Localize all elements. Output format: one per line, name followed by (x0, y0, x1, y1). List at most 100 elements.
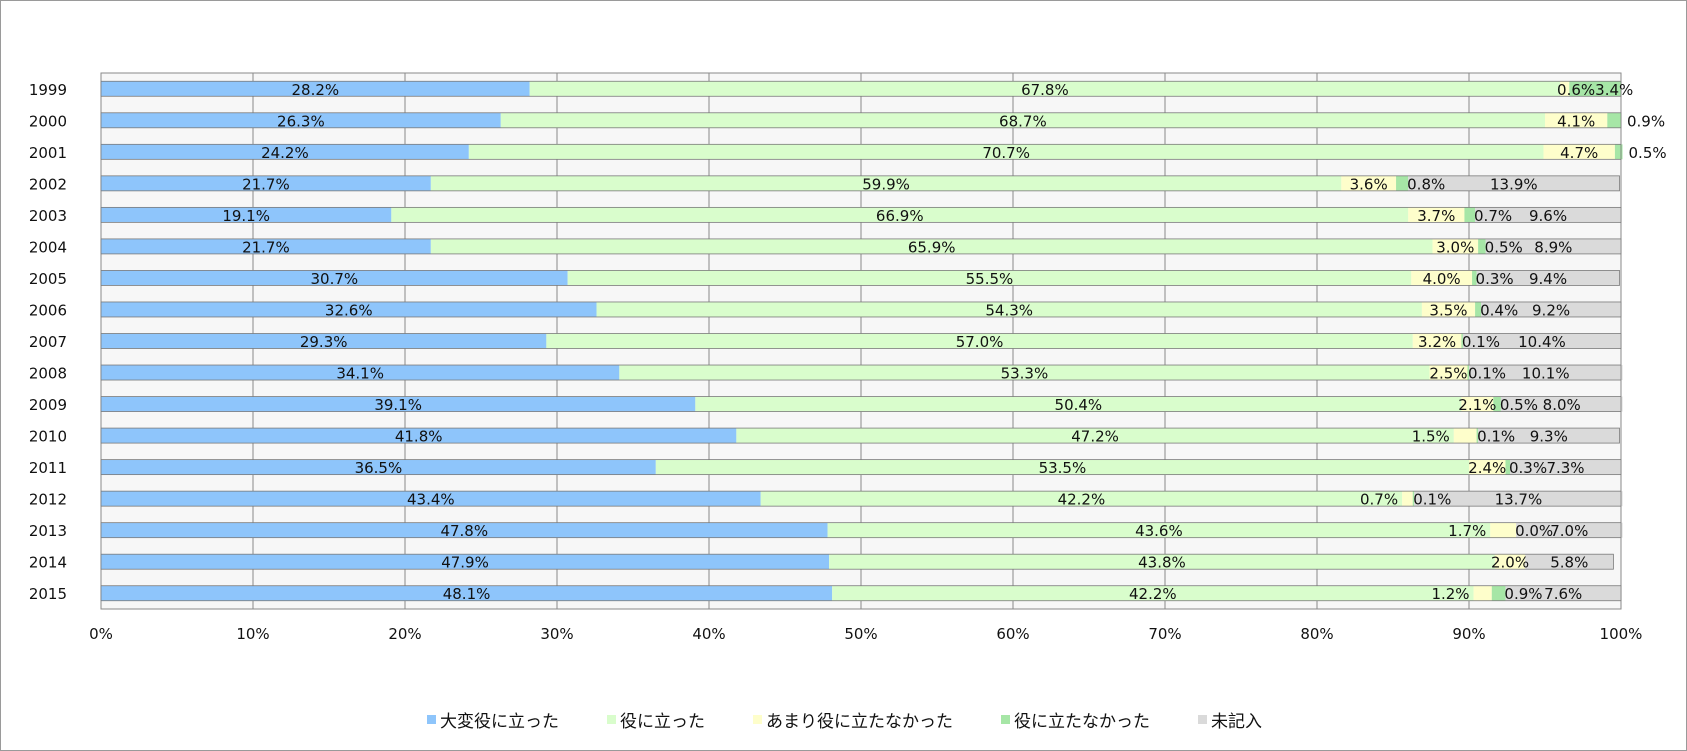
y-tick-label: 2003 (29, 207, 67, 225)
data-label: 30.7% (310, 270, 358, 288)
legend-item: 役に立たなかった (1001, 707, 1150, 732)
y-tick-label: 2001 (29, 144, 67, 162)
bar-segment (101, 112, 501, 128)
bars (100, 80, 1623, 602)
data-label: 53.5% (1039, 459, 1087, 477)
data-label: 70.7% (982, 144, 1030, 162)
bar-segment (827, 522, 1491, 538)
y-tick-label: 2015 (29, 585, 67, 603)
y-tick-label: 2011 (29, 459, 67, 477)
bar-segment (1464, 207, 1476, 223)
legend-label: 未記入 (1211, 711, 1262, 732)
y-tick-label: 2013 (29, 522, 67, 540)
bar-segment (1473, 585, 1492, 601)
data-label: 7.6% (1544, 585, 1582, 603)
data-label: 48.1% (443, 585, 491, 603)
data-label: 13.9% (1490, 175, 1538, 193)
legend-swatch (427, 714, 436, 724)
data-label: 54.3% (985, 301, 1033, 319)
data-label: 47.9% (441, 554, 489, 572)
y-tick-label: 2000 (29, 112, 67, 130)
bar-segment (500, 112, 1545, 128)
data-label: 0.4% (1480, 301, 1518, 319)
data-label: 21.7% (242, 175, 290, 193)
bar-segment (101, 301, 597, 317)
bar-segment (1462, 333, 1621, 349)
data-label: 8.9% (1534, 238, 1572, 256)
x-tick-label: 20% (388, 625, 421, 643)
bar-segment (1432, 238, 1479, 254)
y-tick-label: 2005 (29, 270, 67, 288)
legend-label: あまり役に立たなかった (766, 711, 953, 732)
data-labels: 28.2% 67.8% 0.6%3.4% 26.3% 68.7% 4.1% 0.9% 24.2… (222, 81, 1666, 603)
data-label: 43.8% (1138, 554, 1186, 572)
bar-segment (1490, 522, 1517, 538)
y-tick-label: 1999 (29, 81, 67, 99)
data-label: 10.4% (1518, 333, 1566, 351)
data-label: 0.1% (1413, 491, 1451, 509)
bar-segment (1478, 238, 1486, 254)
data-label: 0.9% (1627, 112, 1665, 130)
bar-segment (101, 459, 656, 475)
data-label: 32.6% (325, 301, 373, 319)
data-label: 55.5% (966, 270, 1014, 288)
bar-outline (100, 459, 1622, 476)
legend-swatch (1001, 714, 1010, 724)
x-tick-label: 80% (1300, 625, 1333, 643)
bar-outline (100, 553, 1614, 570)
data-label: 1.5% (1412, 428, 1450, 446)
stacked-bar-chart: 1999 2000 2001 2002 2003 2004 2005 2006 2007 2008… (29, 72, 1667, 643)
data-label: 65.9% (908, 238, 956, 256)
y-tick-label: 2004 (29, 238, 67, 256)
data-label: 39.1% (374, 396, 422, 414)
data-label: 0.8% (1407, 175, 1445, 193)
data-label: 42.2% (1129, 585, 1177, 603)
legend-item: 大変役に立った (427, 707, 559, 732)
data-label: 3.7% (1417, 207, 1455, 225)
data-label: 0.1% (1462, 333, 1500, 351)
bar-segment (1408, 207, 1465, 223)
bar-segment (1461, 333, 1463, 349)
bar-segment (430, 238, 1433, 254)
data-label: 3.6% (1350, 175, 1388, 193)
bar-segment (829, 554, 1495, 570)
y-tick-label: 2006 (29, 301, 67, 319)
data-label: 36.5% (355, 459, 403, 477)
data-label: 4.7% (1560, 144, 1598, 162)
bar-segment (1341, 175, 1397, 191)
bar-segment (101, 491, 761, 507)
bar-segment (596, 301, 1422, 317)
bar-segment (101, 175, 431, 191)
data-label: 57.0% (956, 333, 1004, 351)
data-label: 3.5% (1429, 301, 1467, 319)
bar-segment (1491, 585, 1506, 601)
data-label: 9.6% (1529, 207, 1567, 225)
x-axis-labels: 0% 10% 20% 30% 40% 50% 60% 70% 80% 90% 100% (89, 625, 1642, 643)
bar-outline (100, 143, 1622, 160)
y-tick-label: 2008 (29, 365, 67, 383)
x-tick-label: 0% (89, 625, 113, 643)
bar-segment (1516, 522, 1623, 538)
data-label: 9.3% (1530, 428, 1568, 446)
bar-outline (100, 270, 1620, 286)
bar-segment (1510, 459, 1621, 475)
bar-segment (1494, 554, 1526, 570)
data-label: 2.4% (1468, 459, 1506, 477)
y-tick-label: 2009 (29, 396, 67, 414)
x-tick-label: 30% (540, 625, 573, 643)
data-label: 0.1% (1477, 428, 1515, 446)
data-label: 67.8% (1021, 81, 1069, 99)
data-label: 41.8% (395, 428, 443, 446)
bar-segment (567, 270, 1412, 286)
bar-segment (101, 270, 568, 286)
bar-segment (1505, 585, 1621, 601)
bar-outline (100, 364, 1622, 381)
data-label: 7.0% (1550, 522, 1588, 540)
bar-segment (1607, 112, 1621, 128)
legend-item: あまり役に立たなかった (753, 707, 953, 732)
data-label: 1.7% (1448, 522, 1486, 540)
data-label: 19.1% (222, 207, 270, 225)
bar-segment (101, 554, 830, 570)
bar-outline (100, 427, 1620, 444)
